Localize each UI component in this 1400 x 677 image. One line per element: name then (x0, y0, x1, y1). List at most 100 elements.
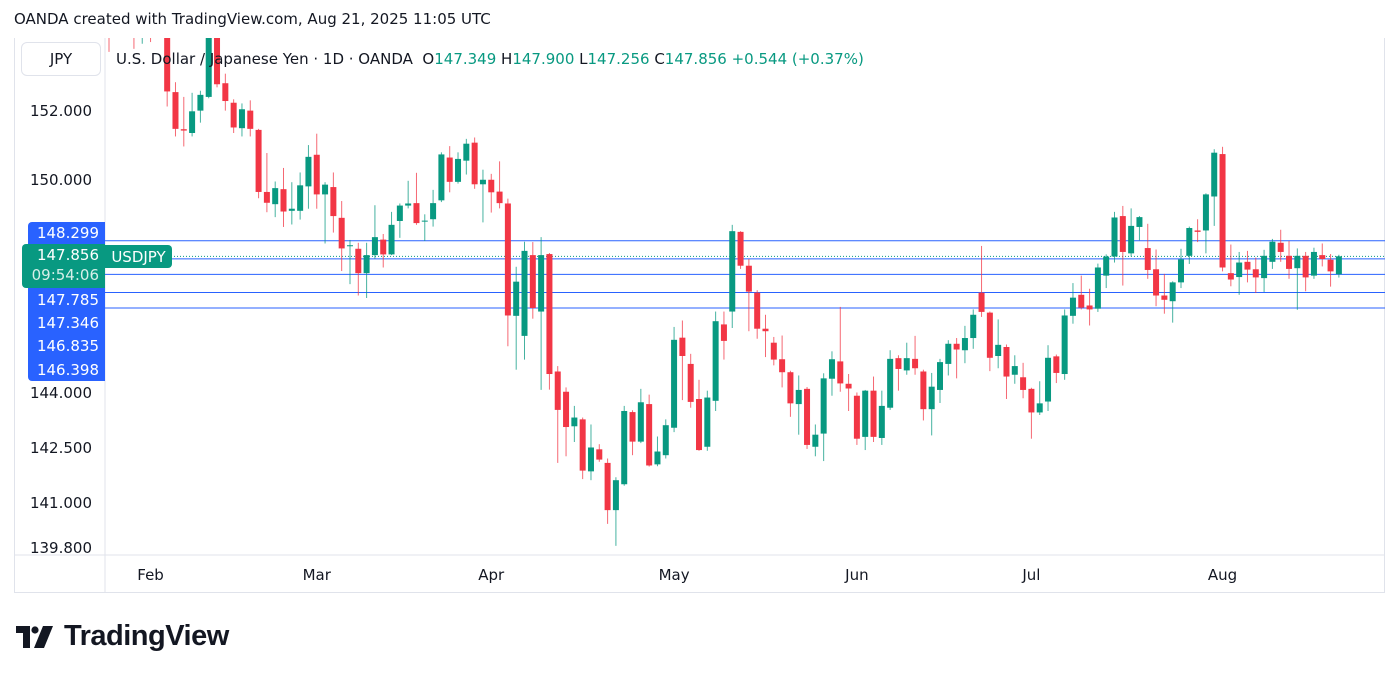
candle-2025-06-25[interactable] (995, 319, 1002, 369)
candle-2025-08-14[interactable] (1294, 248, 1301, 310)
candle-2025-07-14[interactable] (1103, 254, 1110, 289)
candle-2025-07-18[interactable] (1136, 216, 1143, 241)
candle-2025-03-03[interactable] (313, 133, 320, 209)
candle-2025-03-11[interactable] (363, 242, 370, 299)
candle-2025-05-12[interactable] (729, 224, 736, 328)
candle-2025-07-15[interactable] (1111, 211, 1118, 263)
candle-2025-02-26[interactable] (288, 182, 295, 225)
candle-2025-08-21[interactable] (1335, 254, 1342, 278)
candle-2025-08-05[interactable] (1236, 251, 1243, 295)
candle-2025-08-13[interactable] (1286, 241, 1293, 279)
candle-2025-02-04[interactable] (156, 0, 162, 34)
candle-2025-05-05[interactable] (687, 353, 694, 408)
candle-2025-07-30[interactable] (1202, 193, 1209, 254)
candle-2025-02-06[interactable] (172, 82, 179, 137)
candle-2025-05-20[interactable] (779, 335, 786, 388)
candle-2025-03-31[interactable] (479, 169, 486, 223)
candle-2025-05-01[interactable] (671, 326, 678, 433)
candle-2025-04-24[interactable] (629, 410, 636, 456)
candle-2025-06-26[interactable] (1003, 344, 1010, 400)
candle-2025-06-13[interactable] (928, 372, 935, 436)
candle-2025-02-13[interactable] (214, 27, 221, 88)
candle-2025-08-15[interactable] (1302, 251, 1309, 292)
candle-2025-06-09[interactable] (895, 355, 902, 391)
candle-2025-03-12[interactable] (371, 205, 378, 259)
candle-2025-07-11[interactable] (1094, 263, 1101, 312)
candle-2025-08-18[interactable] (1310, 247, 1317, 279)
candle-2025-08-19[interactable] (1319, 243, 1326, 267)
candle-2025-06-30[interactable] (1020, 362, 1027, 399)
candle-2025-06-04[interactable] (870, 376, 877, 442)
candle-2025-06-18[interactable] (953, 338, 960, 379)
candle-2025-06-06[interactable] (887, 350, 894, 410)
candle-2025-03-28[interactable] (471, 137, 478, 189)
candle-2025-04-11[interactable] (554, 366, 561, 463)
candle-2025-03-05[interactable] (330, 172, 337, 233)
candle-2025-06-05[interactable] (878, 390, 885, 445)
candle-2025-04-03[interactable] (504, 198, 511, 347)
candle-2025-07-04[interactable] (1053, 354, 1060, 384)
candle-2025-01-27[interactable] (106, 0, 112, 52)
candle-2025-02-24[interactable] (272, 181, 279, 218)
candle-2025-08-12[interactable] (1277, 229, 1284, 262)
candle-2025-04-21[interactable] (604, 458, 611, 524)
candle-2025-04-08[interactable] (529, 242, 536, 319)
candle-2025-02-27[interactable] (297, 172, 304, 220)
candle-2025-07-17[interactable] (1128, 208, 1135, 257)
candle-2025-03-18[interactable] (405, 180, 412, 209)
tradingview-logo[interactable]: TradingView (16, 620, 229, 653)
candle-2025-08-04[interactable] (1227, 244, 1234, 287)
candle-2025-04-04[interactable] (513, 266, 520, 370)
candle-2025-03-07[interactable] (346, 239, 353, 285)
candle-2025-03-10[interactable] (355, 242, 362, 296)
candle-2025-02-05[interactable] (164, 27, 171, 107)
candle-2025-07-21[interactable] (1144, 223, 1151, 279)
candle-2025-03-06[interactable] (338, 201, 345, 272)
candle-2025-04-18[interactable] (596, 444, 603, 462)
candle-2025-04-28[interactable] (646, 394, 653, 467)
candle-2025-02-18[interactable] (238, 103, 245, 137)
candle-2025-08-06[interactable] (1244, 250, 1251, 283)
candle-2025-07-07[interactable] (1061, 309, 1068, 380)
candle-2025-05-16[interactable] (762, 314, 769, 358)
candle-2025-01-28[interactable] (114, 0, 120, 34)
candle-2025-05-27[interactable] (820, 373, 827, 462)
candle-2025-03-13[interactable] (380, 233, 387, 268)
candle-2025-03-26[interactable] (455, 152, 462, 184)
candle-2025-07-23[interactable] (1161, 273, 1168, 314)
candle-2025-01-31[interactable] (139, 3, 145, 44)
candle-2025-05-07[interactable] (704, 390, 711, 451)
candle-2025-08-07[interactable] (1252, 257, 1259, 294)
candle-2025-07-02[interactable] (1036, 381, 1043, 415)
candle-2025-05-23[interactable] (804, 387, 811, 449)
candle-2025-03-27[interactable] (463, 138, 470, 175)
candle-2025-04-30[interactable] (662, 419, 669, 459)
candle-2025-05-08[interactable] (712, 311, 719, 411)
candle-2025-08-20[interactable] (1327, 254, 1334, 287)
candle-2025-06-17[interactable] (945, 340, 952, 376)
candle-2025-06-20[interactable] (970, 309, 977, 349)
candle-2025-06-19[interactable] (961, 325, 968, 364)
candle-2025-04-23[interactable] (621, 405, 628, 486)
candle-2025-04-15[interactable] (571, 405, 578, 442)
candle-2025-07-25[interactable] (1177, 248, 1184, 289)
candle-2025-05-30[interactable] (845, 374, 852, 411)
candle-2025-03-25[interactable] (446, 146, 453, 193)
candle-2025-06-03[interactable] (862, 389, 869, 451)
candle-2025-02-19[interactable] (247, 100, 254, 137)
candle-2025-05-09[interactable] (720, 311, 727, 360)
candle-2025-06-10[interactable] (903, 342, 910, 375)
candle-2025-07-29[interactable] (1194, 219, 1201, 243)
candle-2025-04-10[interactable] (546, 252, 553, 390)
candle-2025-08-01[interactable] (1219, 146, 1226, 272)
candle-2025-07-24[interactable] (1169, 281, 1176, 323)
candle-2025-03-21[interactable] (430, 189, 437, 227)
candle-2025-05-26[interactable] (812, 424, 819, 457)
candle-2025-07-09[interactable] (1078, 275, 1085, 310)
candle-2025-08-08[interactable] (1261, 249, 1268, 292)
candle-2025-02-28[interactable] (305, 145, 312, 209)
candle-2025-05-14[interactable] (745, 259, 752, 332)
candle-2025-04-29[interactable] (654, 436, 661, 467)
candle-2025-06-11[interactable] (912, 335, 919, 375)
